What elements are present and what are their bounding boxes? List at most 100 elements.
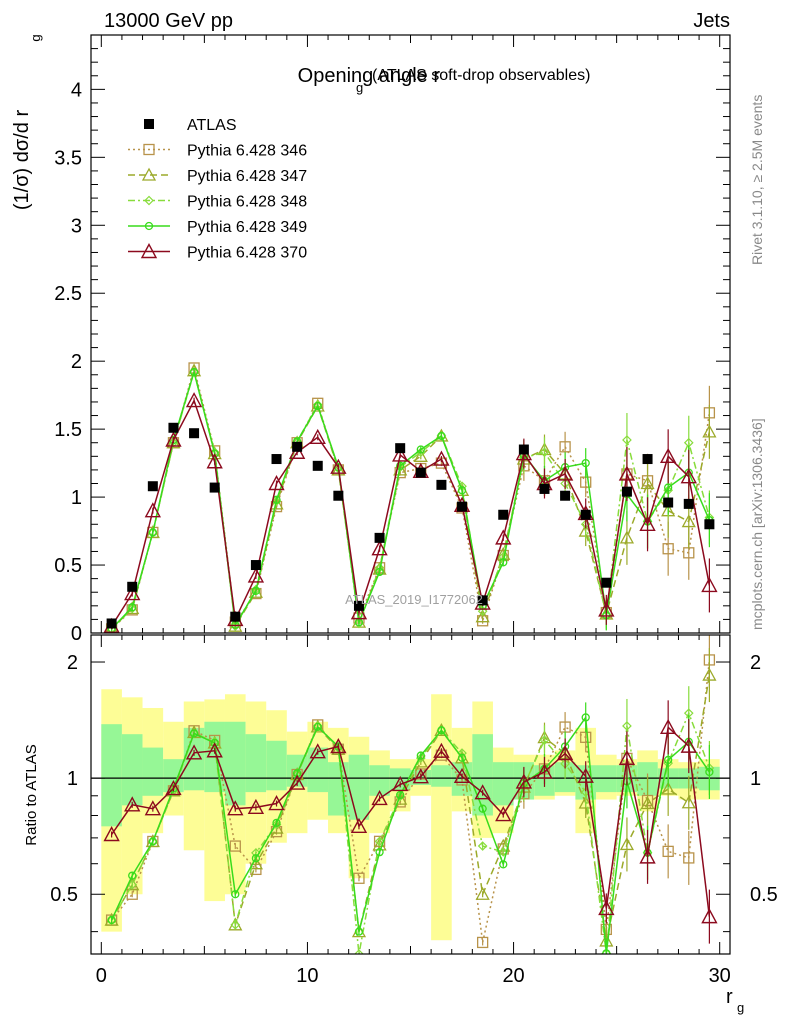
ratio-point: [313, 722, 322, 732]
main-y-tick-label: 1.5: [54, 419, 82, 441]
ratio-point: [251, 854, 261, 863]
main-y-tick-label: 2.5: [54, 283, 82, 305]
legend-label-2: Pythia 6.428 348: [187, 194, 307, 211]
ratio-point: [144, 800, 162, 816]
data-point: [457, 501, 468, 512]
ratio-point: [598, 899, 615, 916]
series-point: [680, 468, 697, 484]
ratio-point: [581, 713, 590, 722]
data-point: [168, 422, 179, 433]
ratio-point: [396, 790, 405, 800]
data-point: [127, 581, 138, 592]
main-y-tick-label: 0: [71, 623, 82, 645]
ratio-point: [185, 744, 203, 760]
ratio-point: [662, 845, 674, 858]
series-point: [457, 486, 467, 495]
series-point: [416, 445, 425, 454]
ratio-point: [453, 767, 471, 784]
data-point: [147, 481, 158, 492]
ratio-point: [577, 767, 594, 783]
legend-label-4: Pythia 6.428 370: [187, 245, 307, 262]
ratio-point: [354, 927, 364, 936]
ratio-panel: 0 10 20 30 0.5 0.5 1 1 2 2 Ratio to ATLAS: [23, 634, 778, 987]
series-point: [640, 476, 655, 490]
ratio-point: [495, 806, 512, 822]
ratio-point: [640, 796, 655, 810]
ratio-point: [354, 949, 364, 954]
ratio-point: [229, 840, 241, 852]
ratio-band-inner: [369, 765, 390, 796]
series-point: [664, 483, 673, 492]
series-point: [127, 603, 138, 614]
ratio-point: [515, 773, 533, 789]
data-point: [292, 441, 303, 452]
data-point: [312, 460, 323, 471]
legend-marker-4: [140, 243, 158, 259]
ratio-line-0: [111, 659, 711, 943]
ratio-point: [659, 718, 677, 735]
series-point: [206, 453, 223, 469]
ratio-band-inner: [431, 765, 452, 787]
series-point: [495, 529, 512, 545]
side-text-rivet: Rivet 3.1.10, ≥ 2.5M events: [749, 95, 765, 265]
legend-marker-2: [144, 195, 154, 206]
ratio-ylabel: Ratio to ATLAS: [23, 744, 40, 845]
series-point: [662, 543, 674, 555]
legend-marker-1: [141, 167, 157, 181]
main-y-tick-label: 1: [71, 487, 82, 509]
series-point: [701, 576, 718, 593]
ratio-band-inner: [224, 721, 246, 806]
series-point: [556, 465, 574, 481]
series-point: [598, 601, 615, 617]
ratio-point: [619, 837, 635, 851]
series-point: [437, 431, 446, 441]
series-point: [702, 424, 717, 438]
series-point: [413, 448, 428, 462]
data-point: [353, 600, 364, 611]
plot-title-subscript: g: [356, 80, 363, 95]
main-ylabel: (1/σ) dσ/d r: [11, 110, 33, 211]
series-point: [681, 514, 696, 528]
ratio-y-tick-label-right: 2: [750, 652, 761, 674]
data-point: [106, 618, 117, 629]
legend-label-1: Pythia 6.428 347: [187, 168, 307, 185]
xlabel-subscript: g: [737, 1000, 744, 1015]
ratio-y-tick-label-right: 0.5: [750, 884, 778, 906]
legend-label-atlas: ATLAS: [187, 117, 237, 134]
series-point: [659, 447, 677, 464]
data-point: [683, 498, 694, 509]
series-point: [185, 392, 203, 408]
data-point: [601, 577, 612, 588]
series-point: [165, 431, 182, 447]
ratio-point: [416, 751, 425, 760]
ratio-point: [661, 781, 676, 795]
data-point: [415, 467, 426, 478]
ratio-point: [374, 836, 385, 847]
ratio-band-inner: [472, 734, 493, 816]
series-point: [350, 604, 368, 620]
ratio-point: [412, 768, 429, 784]
data-point: [518, 444, 529, 455]
series-point: [148, 528, 157, 537]
ratio-point: [103, 826, 120, 842]
ratio-band-inner: [245, 734, 267, 793]
data-point: [333, 490, 344, 501]
ratio-band-inner: [492, 762, 514, 806]
ratio-point: [350, 817, 368, 834]
series-point: [618, 465, 636, 481]
ratio-point: [127, 879, 138, 890]
ratio-point: [375, 847, 384, 857]
ratio-point: [433, 742, 450, 758]
data-point: [663, 497, 674, 508]
series-line-3: [111, 369, 711, 630]
main-ylabel-subscript: g: [28, 34, 43, 41]
ratio-point: [477, 841, 488, 851]
data-point: [477, 595, 488, 606]
ratio-y-tick-label-right: 1: [750, 768, 761, 790]
ratio-point: [457, 753, 467, 762]
series-point: [619, 530, 635, 544]
ratio-point: [437, 726, 446, 735]
series-point: [581, 458, 590, 468]
series-point: [475, 609, 490, 623]
